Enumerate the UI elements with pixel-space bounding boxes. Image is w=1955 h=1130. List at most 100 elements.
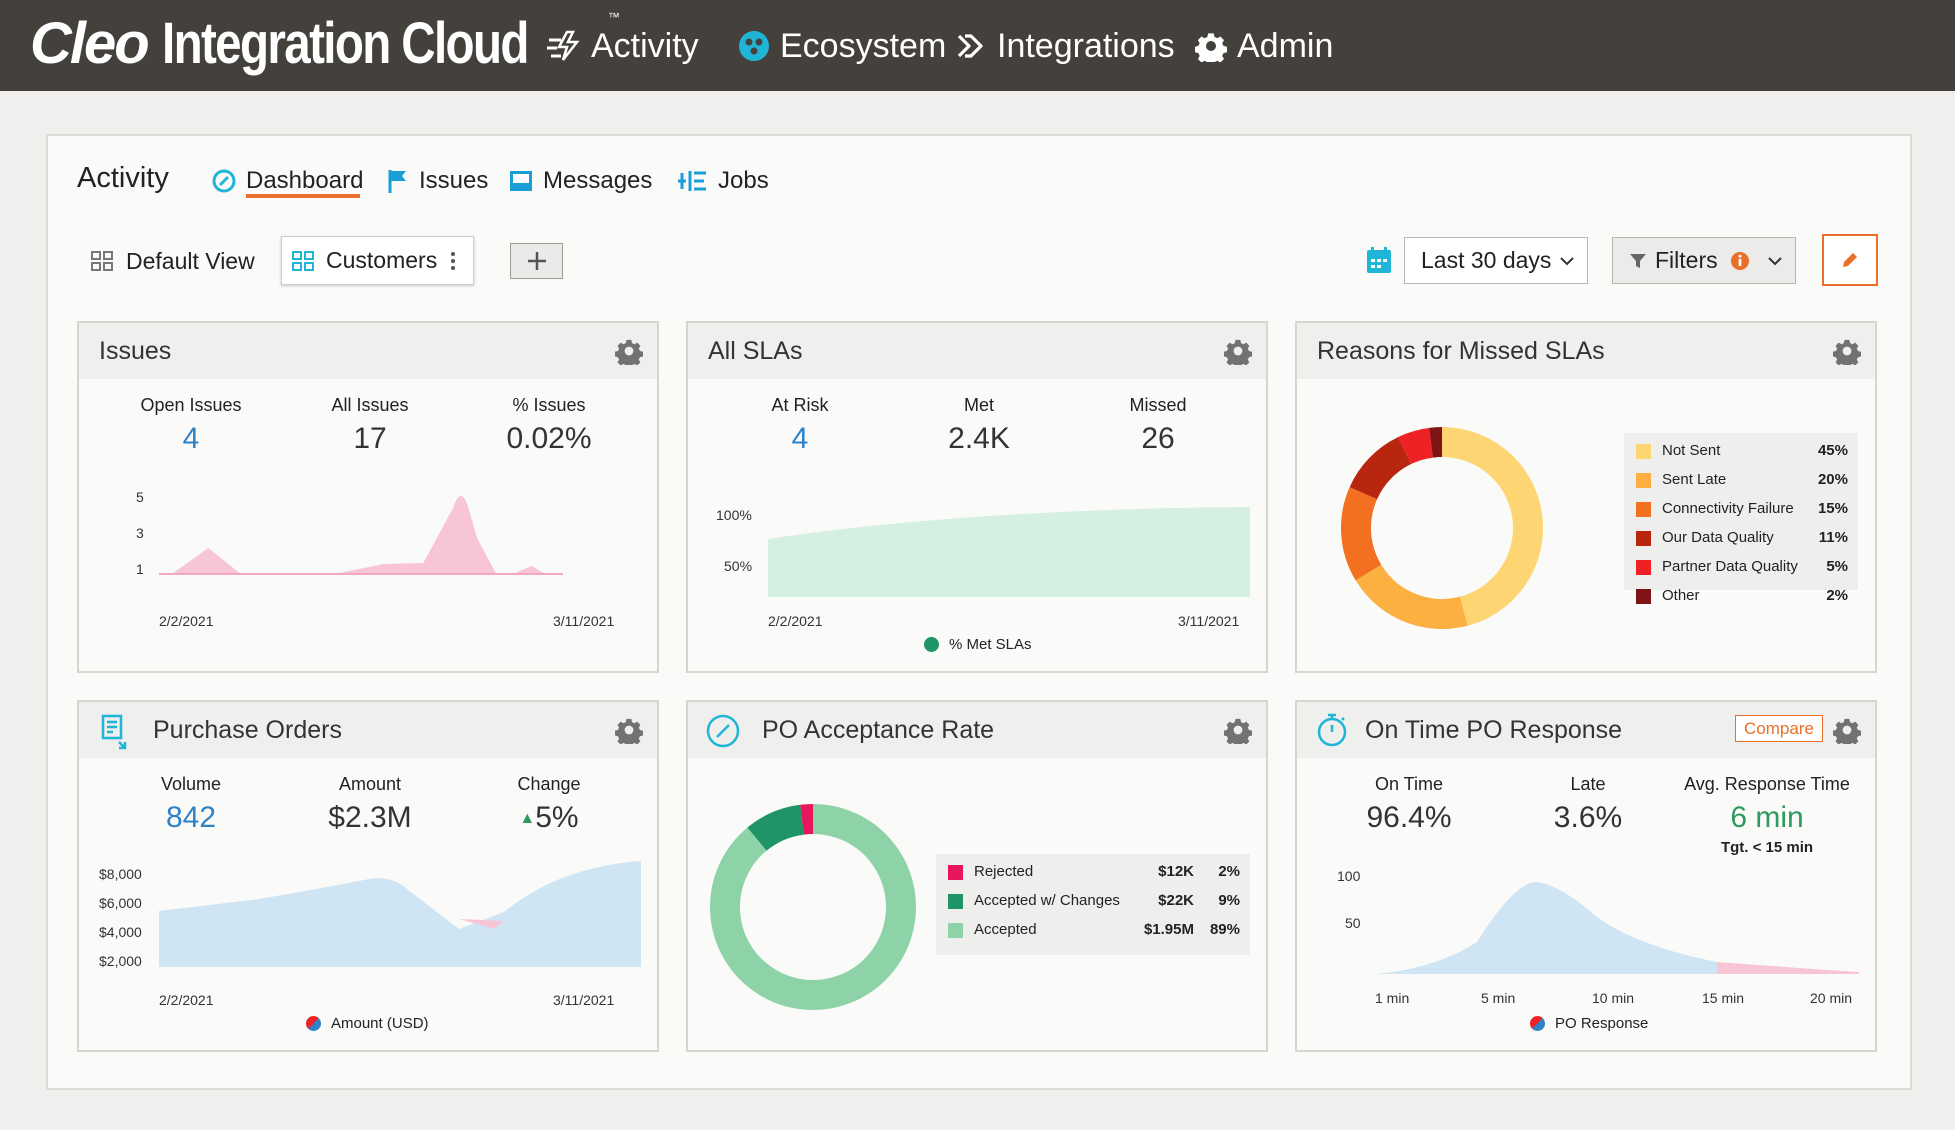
donut-slice-other[interactable] — [1429, 427, 1443, 458]
legend-amount: $12K — [1158, 863, 1194, 880]
tab-issues[interactable]: Issues — [387, 160, 488, 202]
gear-icon[interactable] — [1833, 337, 1861, 365]
x-tick: 10 min — [1592, 990, 1635, 1006]
metric-open-issues[interactable]: Open Issues 4 — [140, 395, 242, 455]
nav-admin[interactable]: Admin — [1195, 18, 1333, 74]
metric-on-time[interactable]: On Time 96.4% — [1366, 774, 1452, 834]
gear-icon[interactable] — [1224, 337, 1252, 365]
cleo-logo[interactable]: Cleo Integration Cloud ™ — [30, 10, 620, 76]
legend-percent: 2% — [1826, 587, 1848, 604]
nav-activity[interactable]: Activity — [545, 18, 699, 74]
card-header — [688, 323, 1266, 379]
more-vertical-icon[interactable] — [449, 250, 457, 272]
metric-volume[interactable]: Volume 842 — [160, 774, 222, 834]
filters-button[interactable]: Filters — [1612, 237, 1796, 284]
y-tick: $2,000 — [99, 953, 142, 969]
calendar-icon[interactable] — [1366, 246, 1392, 274]
acceptance-donut-chart[interactable] — [708, 802, 918, 1012]
metric-late[interactable]: Late 3.6% — [1553, 774, 1623, 834]
legend-percent: 15% — [1817, 500, 1848, 517]
donut-slice-accepted-w-changes[interactable] — [747, 804, 805, 852]
y-tick: 3 — [136, 525, 144, 541]
top-bar: Cleo Integration Cloud ™ Activity Ecosyst… — [0, 0, 1955, 91]
donut-slice-accepted[interactable] — [710, 804, 916, 1010]
metric-at-risk[interactable]: At Risk 4 — [771, 395, 829, 455]
metric-all-issues[interactable]: All Issues 17 — [331, 395, 409, 455]
response-area-chart[interactable] — [1377, 872, 1861, 984]
integrations-icon — [957, 34, 983, 58]
issues-area-chart[interactable] — [159, 478, 579, 578]
legend-item[interactable]: Rejected 2% $12K — [948, 862, 1240, 884]
reasons-legend: Not Sent 45% Sent Late 20% Connectivity Fail… — [1624, 433, 1858, 604]
metric-percent-issues[interactable]: % Issues 0.02% — [506, 395, 592, 455]
donut-slice-connectivity-failure[interactable] — [1341, 487, 1382, 581]
legend-percent: 89% — [1209, 921, 1240, 938]
compare-button[interactable]: Compare — [1735, 715, 1823, 742]
y-tick: 1 — [136, 561, 144, 577]
filter-icon — [1630, 253, 1646, 268]
legend-item[interactable]: Our Data Quality 11% — [1636, 528, 1848, 550]
gear-icon[interactable] — [615, 716, 643, 744]
card-title: Issues — [99, 337, 172, 365]
sla-area-chart[interactable] — [768, 503, 1252, 603]
default-view-button[interactable]: Default View — [90, 240, 255, 282]
card-header — [79, 323, 657, 379]
add-view-button[interactable] — [510, 243, 563, 279]
acceptance-legend: Rejected 2% $12K Accepted w/ Changes 9% $22K A… — [936, 854, 1250, 955]
nav-integrations[interactable]: Integrations — [955, 18, 1175, 74]
donut-slice-sent-late[interactable] — [1355, 564, 1468, 629]
gear-icon[interactable] — [615, 337, 643, 365]
card-header — [79, 702, 657, 758]
legend-label: Rejected — [974, 863, 1034, 880]
legend-item[interactable]: Other 2% — [1636, 586, 1848, 608]
legend-swatch — [1636, 502, 1651, 517]
donut-slice-our-data-quality[interactable] — [1349, 437, 1412, 500]
y-tick: $4,000 — [99, 924, 142, 940]
gear-icon[interactable] — [1224, 716, 1252, 744]
card-title: PO Acceptance Rate — [762, 716, 995, 744]
legend-item[interactable]: Accepted 89% $1.95M — [948, 920, 1240, 942]
receipt-icon — [101, 714, 127, 750]
donut-slice-not-sent[interactable] — [1441, 427, 1543, 626]
tab-messages[interactable]: Messages — [509, 160, 652, 202]
legend-percent: 5% — [1826, 558, 1848, 575]
info-icon — [1730, 251, 1749, 270]
tab-dashboard[interactable]: Dashboard — [212, 160, 363, 202]
legend-swatch — [948, 923, 963, 938]
legend-item[interactable]: Sent Late 20% — [1636, 470, 1848, 492]
donut-slice-rejected[interactable] — [800, 804, 814, 835]
y-tick: 50% — [724, 558, 753, 574]
customers-view-button[interactable]: Customers — [281, 236, 474, 285]
legend-swatch — [1636, 531, 1651, 546]
legend-swatch — [1636, 444, 1651, 459]
metric-met[interactable]: Met 2.4K — [948, 395, 1010, 455]
legend-item[interactable]: Connectivity Failure 15% — [1636, 499, 1848, 521]
activity-icon — [547, 30, 580, 61]
target-label: Tgt. < 15 min — [1720, 839, 1814, 856]
po-legend: Amount (USD) — [306, 1015, 429, 1032]
edit-dashboard-button[interactable] — [1822, 234, 1878, 286]
active-tab-indicator — [246, 194, 360, 198]
metric-missed[interactable]: Missed 26 — [1129, 395, 1187, 455]
legend-item[interactable]: Not Sent 45% — [1636, 441, 1848, 463]
pencil-icon — [1843, 253, 1857, 267]
stopwatch-icon — [1317, 713, 1347, 747]
reasons-donut-chart[interactable] — [1337, 423, 1547, 633]
metric-amount[interactable]: Amount $2.3M — [328, 774, 412, 834]
legend-label: Sent Late — [1662, 471, 1727, 488]
gear-icon[interactable] — [1833, 716, 1861, 744]
nav-ecosystem[interactable]: Ecosystem — [738, 18, 946, 74]
card-title: Reasons for Missed SLAs — [1317, 337, 1605, 365]
x-tick: 1 min — [1375, 990, 1410, 1006]
metric-change[interactable]: Change ▲5% — [517, 774, 581, 834]
legend-item[interactable]: Partner Data Quality 5% — [1636, 557, 1848, 579]
legend-item[interactable]: Accepted w/ Changes 9% $22K — [948, 891, 1240, 913]
on-time-area — [1377, 882, 1717, 974]
po-area-chart[interactable] — [159, 857, 643, 977]
plus-icon — [527, 252, 546, 270]
donut-slice-partner-data-quality[interactable] — [1398, 427, 1434, 465]
tab-jobs[interactable]: Jobs — [676, 160, 769, 202]
y-tick: 100% — [716, 507, 752, 523]
date-range-select[interactable]: Last 30 days — [1404, 237, 1588, 284]
metric-avg-response-time[interactable]: Avg. Response Time 6 min Tgt. < 15 min — [1657, 774, 1877, 856]
